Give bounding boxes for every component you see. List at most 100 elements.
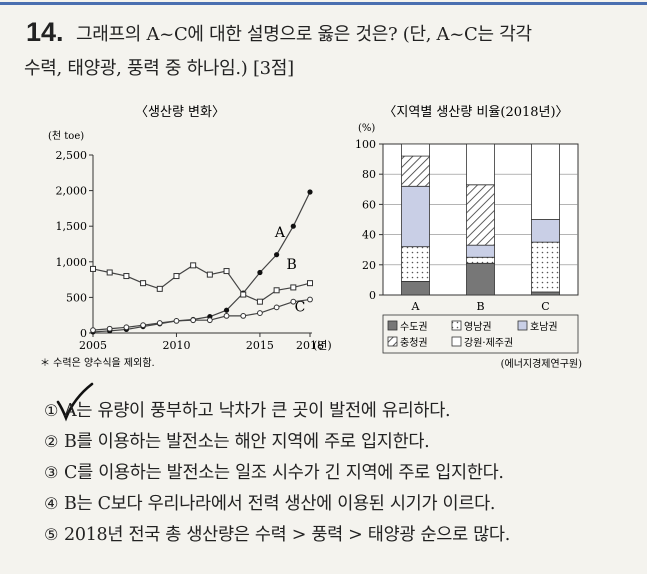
legend-swatch [387,336,398,347]
bar-chart-title: 〈지역별 생산량 비율(2018년)〉 [383,105,568,120]
option-number: ④ [44,494,59,513]
line-y-tick-label: 1,500 [56,220,88,233]
series-C-label: C [295,300,306,316]
bar-segment [466,262,495,296]
series-B-line [92,264,311,303]
footnote: ＊ 수력은 양수식을 제외함. [40,357,155,369]
legend-swatch [387,320,398,331]
series-C-point [223,313,230,319]
answer-option-2[interactable]: ② B를 이용하는 발전소는 해안 지역에 주로 입지한다. [44,428,430,453]
option-number: ③ [44,463,59,482]
line-y-tick-label: 0 [80,327,87,340]
option-text: A는 유량이 풍부하고 낙차가 큰 곳이 발전에 유리하다. [64,401,451,421]
line-chart-xlabel: (년) [313,339,332,352]
option-text: B를 이용하는 발전소는 해안 지역에 주로 입지한다. [64,432,430,452]
bar-category-label: C [541,300,549,313]
series-B-point [173,273,180,280]
series-B-point [307,280,313,287]
series-C-point [156,320,163,326]
line-x-tick-label: 2018 [296,339,324,352]
legend-label: 수도권 [400,321,428,333]
series-A-point [223,307,230,313]
top-rule [0,2,647,5]
series-B-point [90,265,96,272]
line-x-tick-label: 2005 [79,339,107,352]
series-C-point [290,298,297,305]
series-A-point [290,223,296,229]
bar-y-tick-label: 0 [369,289,376,302]
line-x-tick-label: 2015 [246,339,274,352]
bar-segment [531,291,560,296]
answer-option-3[interactable]: ③ C를 이용하는 발전소는 일조 시수가 긴 지역에 주로 입지한다. [44,459,504,484]
series-A-point [257,269,263,276]
checkmark-icon [56,382,94,422]
line-chart-series: AB C [90,189,313,335]
legend-swatch [451,336,462,347]
bar-segment [401,281,430,296]
bar-segment [401,155,430,187]
bar-segment [531,143,560,220]
bar-segment [466,143,495,186]
bar-segment [466,256,495,264]
source-label: (에너지경제연구원) [501,357,583,370]
bar-category-label: B [476,300,484,313]
bar-segment [466,184,495,246]
line-y-tick-label: 2,500 [56,149,88,162]
series-C-point [123,324,130,331]
answer-option-5[interactable]: ⑤ 2018년 전국 총 생산량은 수력 > 풍력 > 태양광 순으로 많다. [44,521,510,546]
bar-chart-bars: A B C [401,143,560,313]
question-text-line2: 수력, 태양광, 풍력 중 하나임.) [3점] [24,58,294,79]
series-C-point [106,325,113,332]
series-C-point [140,322,146,329]
option-text: 2018년 전국 총 생산량은 수력 > 풍력 > 태양광 순으로 많다. [64,525,510,545]
series-B-point [206,271,213,278]
line-y-tick-label: 1,000 [56,256,88,269]
bar-y-tick-label: 40 [362,229,376,242]
line-chart-title: 〈생산량 변화〉 [135,105,225,120]
series-B-point [256,298,263,305]
bar-segment [531,219,560,243]
series-B-point [290,284,297,291]
bar-y-tick-label: 80 [362,168,376,181]
line-y-tick-label: 500 [66,291,87,304]
answer-option-1[interactable]: ① A는 유량이 풍부하고 낙차가 큰 곳이 발전에 유리하다. [44,397,451,422]
bar-segment [401,246,430,282]
series-C-point [190,317,197,324]
bar-segment [401,143,430,157]
line-chart-axes: 0 500 1,000 1,500 2,000 2,500 2005 2010 2015 2018 [56,149,325,352]
series-B-point [240,291,247,298]
legend-label: 호남권 [530,321,558,333]
series-C-point [173,317,180,324]
legend-label: 충청권 [400,337,428,349]
legend-label: 강원·제주권 [464,337,513,349]
bar-segment [466,244,495,258]
series-C-point [206,317,213,324]
bar-chart-ylabel: (%) [358,123,375,134]
question-text-line1: 그래프의 A~C에 대한 설명으로 옳은 것은? (단, A~C는 각각 [76,24,532,45]
series-B-point [123,273,130,280]
legend-label: 영남권 [464,321,492,333]
series-B-point [273,287,280,294]
bar-category-label: A [411,300,421,313]
legend-box [382,314,579,354]
line-y-tick-label: 2,000 [56,185,88,198]
series-C-point [90,327,96,334]
series-C-point [240,313,247,319]
line-x-tick-label: 2010 [162,339,190,352]
answer-option-4[interactable]: ④ B는 C보다 우리나라에서 전력 생산에 이용된 시기가 이르다. [44,490,496,515]
option-text: B는 C보다 우리나라에서 전력 생산에 이용된 시기가 이르다. [64,494,496,514]
line-chart-ylabel: (천 toe) [48,130,84,142]
option-text: C를 이용하는 발전소는 일조 시수가 긴 지역에 주로 입지한다. [64,463,504,483]
option-number: ① [44,401,59,420]
series-C-point [257,310,263,316]
bar-segment [401,185,430,248]
series-B-point [190,262,197,269]
series-A-line [92,191,311,333]
bar-y-tick-label: 100 [355,138,376,151]
bar-y-tick-label: 20 [362,259,376,272]
bar-y-tick-label: 60 [362,198,376,211]
question-number: 14. [26,17,64,47]
series-B-label: B [286,257,296,273]
series-B-point [106,269,113,276]
